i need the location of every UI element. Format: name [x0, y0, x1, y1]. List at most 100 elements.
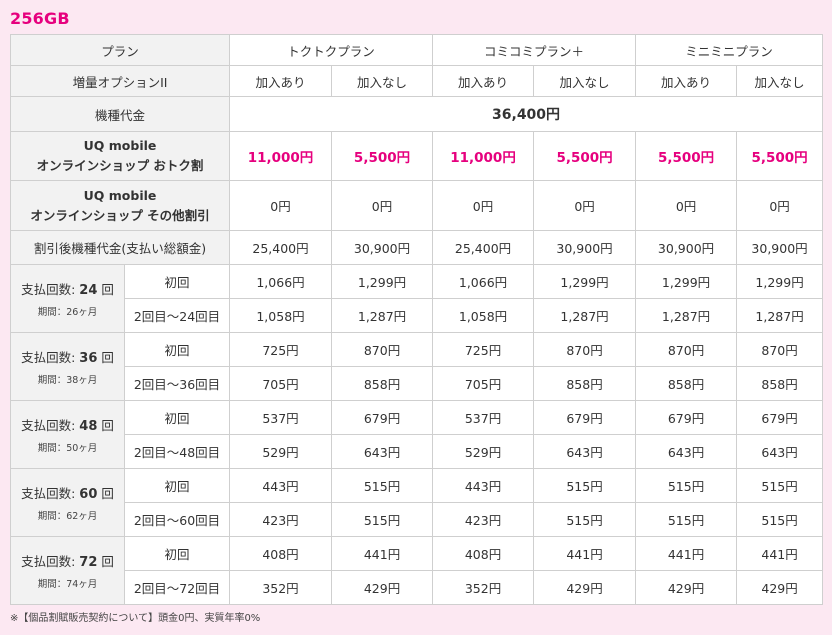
first-payment-value: 725円 — [432, 332, 535, 367]
discount-online-label-2: オンラインショップ おトク割 — [36, 158, 204, 173]
rest-payment-label: 2回目〜24回目 — [123, 298, 231, 333]
first-payment-value: 443円 — [432, 468, 535, 503]
first-payment-value: 870円 — [331, 332, 434, 367]
discount-other-label-1: UQ mobile — [83, 187, 157, 203]
installment-count-prefix: 支払回数: — [21, 554, 80, 569]
after-discount-value: 30,900円 — [331, 230, 434, 265]
discount-value: 5,500円 — [736, 131, 824, 181]
plan-header-row: プラン トクトクプラン コミコミプラン＋ ミニミニプラン — [9, 34, 824, 66]
discount-other-value: 0円 — [432, 180, 535, 231]
rest-payment-value: 643円 — [331, 434, 434, 469]
installment-count-prefix: 支払回数: — [21, 486, 80, 501]
plan-tokutoku: トクトクプラン — [229, 34, 434, 66]
installment-count: 72 — [79, 555, 98, 570]
footnote: ※【個品割賦販売契約について】頭金0円、実質年率0% — [10, 613, 261, 624]
discount-other-row: UQ mobile オンラインショップ その他割引 0円 0円 0円 0円 0円… — [9, 180, 824, 231]
discount-other-label: UQ mobile オンラインショップ その他割引 — [9, 180, 231, 231]
installment-count: 36 — [79, 351, 98, 366]
first-payment-label: 初回 — [123, 536, 231, 571]
first-payment-value: 441円 — [331, 536, 434, 571]
rest-payment-label: 2回目〜60回目 — [123, 502, 231, 537]
rest-payment-value: 643円 — [533, 434, 637, 469]
installment-rest-row: 2回目〜48回目 529円 643円 529円 643円 643円 643円 — [11, 434, 824, 469]
rest-payment-value: 1,287円 — [736, 298, 824, 333]
option-label: 増量オプションII — [9, 65, 231, 97]
discount-other-value: 0円 — [635, 180, 738, 231]
rest-payment-value: 705円 — [229, 366, 333, 401]
rest-payment-value: 529円 — [432, 434, 535, 469]
first-payment-value: 870円 — [635, 332, 738, 367]
first-payment-value: 441円 — [635, 536, 738, 571]
installment-count-suffix: 回 — [97, 350, 114, 365]
rest-payment-label: 2回目〜72回目 — [123, 570, 231, 605]
rest-payment-value: 429円 — [635, 570, 738, 605]
first-payment-value: 441円 — [533, 536, 637, 571]
installment-count-suffix: 回 — [97, 418, 114, 433]
discount-value: 5,500円 — [331, 131, 434, 181]
installment-period: 期間：74ヶ月 — [37, 579, 98, 590]
first-payment-label: 初回 — [123, 264, 231, 299]
after-discount-value: 25,400円 — [432, 230, 535, 265]
first-payment-value: 515円 — [533, 468, 637, 503]
first-payment-value: 443円 — [229, 468, 333, 503]
rest-payment-value: 515円 — [533, 502, 637, 537]
rest-payment-value: 352円 — [432, 570, 535, 605]
plan-label: プラン — [9, 34, 231, 66]
rest-payment-label: 2回目〜48回目 — [123, 434, 231, 469]
rest-payment-value: 1,287円 — [331, 298, 434, 333]
discount-other-value: 0円 — [331, 180, 434, 231]
installment-count: 48 — [79, 419, 98, 434]
device-price-value: 36,400円 — [229, 96, 824, 132]
first-payment-value: 1,299円 — [331, 264, 434, 299]
first-payment-value: 1,066円 — [229, 264, 333, 299]
installment-count-cell: 支払回数: 72 回期間：74ヶ月 — [10, 536, 125, 605]
first-payment-label: 初回 — [123, 468, 231, 503]
first-payment-value: 870円 — [736, 332, 824, 367]
installment-count-cell: 支払回数: 24 回期間：26ヶ月 — [10, 264, 125, 333]
page-title: 256GB — [10, 9, 70, 28]
installment-count: 24 — [79, 283, 98, 298]
plan-komikomi: コミコミプラン＋ — [432, 34, 637, 66]
first-payment-value: 1,299円 — [736, 264, 824, 299]
first-payment-value: 537円 — [432, 400, 535, 435]
after-discount-value: 25,400円 — [229, 230, 333, 265]
installment-period: 期間：62ヶ月 — [37, 511, 98, 522]
rest-payment-value: 429円 — [331, 570, 434, 605]
installment-count-cell: 支払回数: 60 回期間：62ヶ月 — [10, 468, 125, 537]
after-discount-row: 割引後機種代金(支払い総額金) 25,400円 30,900円 25,400円 … — [9, 230, 824, 265]
option-header-row: 増量オプションII 加入あり 加入なし 加入あり 加入なし 加入あり 加入なし — [9, 65, 824, 97]
option-without: 加入なし — [736, 65, 824, 97]
first-payment-label: 初回 — [123, 332, 231, 367]
installment-first-row: 支払回数: 36 回期間：38ヶ月 初回 725円 870円 725円 870円 870円 8… — [10, 332, 824, 401]
rest-payment-label: 2回目〜36回目 — [123, 366, 231, 401]
rest-payment-value: 515円 — [331, 502, 434, 537]
rest-payment-value: 529円 — [229, 434, 333, 469]
rest-payment-value: 429円 — [533, 570, 637, 605]
first-payment-label: 初回 — [123, 400, 231, 435]
first-payment-value: 1,299円 — [635, 264, 738, 299]
rest-payment-value: 705円 — [432, 366, 535, 401]
installment-rest-row: 2回目〜72回目 352円 429円 352円 429円 429円 429円 — [11, 570, 824, 605]
discount-value: 5,500円 — [635, 131, 738, 181]
after-discount-value: 30,900円 — [533, 230, 637, 265]
first-payment-value: 679円 — [533, 400, 637, 435]
rest-payment-value: 858円 — [635, 366, 738, 401]
installment-period: 期間：38ヶ月 — [37, 375, 98, 386]
installment-count-cell: 支払回数: 48 回期間：50ヶ月 — [10, 400, 125, 469]
rest-payment-value: 1,058円 — [229, 298, 333, 333]
installment-count-prefix: 支払回数: — [21, 418, 80, 433]
rest-payment-value: 643円 — [736, 434, 824, 469]
first-payment-value: 1,299円 — [533, 264, 637, 299]
rest-payment-value: 423円 — [229, 502, 333, 537]
rest-payment-value: 515円 — [635, 502, 738, 537]
discount-value: 11,000円 — [229, 131, 333, 181]
device-price-row: 機種代金 36,400円 — [9, 96, 824, 132]
discount-online-label-1: UQ mobile — [83, 138, 157, 153]
installment-rest-row: 2回目〜24回目 1,058円 1,287円 1,058円 1,287円 1,287円 1,… — [11, 298, 824, 333]
discount-online-label: UQ mobile オンラインショップ おトク割 — [9, 131, 231, 181]
discount-online-row: UQ mobile オンラインショップ おトク割 11,000円 5,500円 … — [9, 131, 824, 181]
rest-payment-value: 429円 — [736, 570, 824, 605]
first-payment-value: 1,066円 — [432, 264, 535, 299]
option-with: 加入あり — [635, 65, 738, 97]
device-price-label: 機種代金 — [9, 96, 231, 132]
